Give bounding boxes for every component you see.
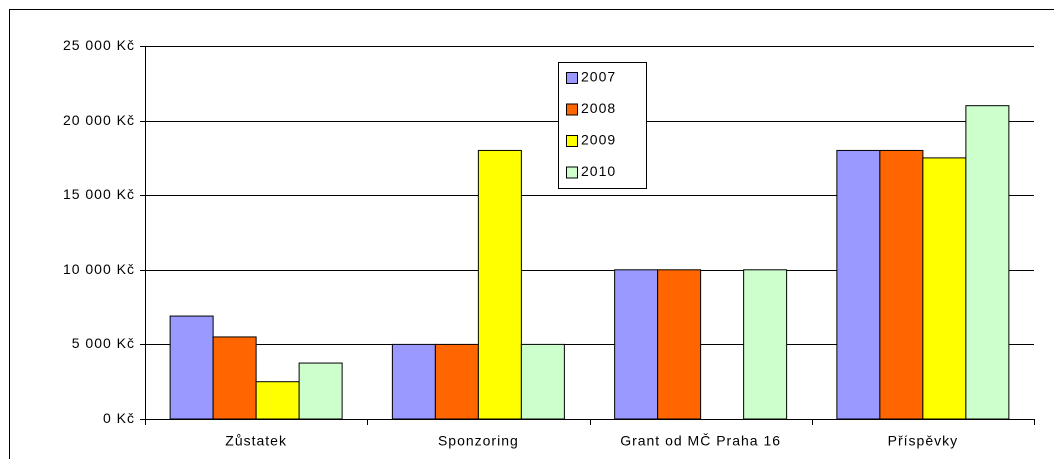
legend-swatch bbox=[566, 72, 578, 84]
bar bbox=[434, 343, 479, 420]
bar bbox=[520, 343, 565, 420]
bar bbox=[922, 157, 967, 420]
bar bbox=[212, 336, 257, 420]
y-tick-label: 25 000 Kč bbox=[63, 37, 135, 53]
legend-label: 2008 bbox=[581, 100, 616, 116]
x-tick-label: Příspěvky bbox=[888, 433, 958, 449]
bar bbox=[836, 149, 881, 420]
bar bbox=[391, 343, 436, 420]
y-tick-label: 20 000 Kč bbox=[63, 112, 135, 128]
y-tick-label: 5 000 Kč bbox=[72, 335, 135, 351]
bar bbox=[255, 381, 300, 420]
bar bbox=[879, 149, 924, 420]
x-tick-label: Sponzoring bbox=[438, 433, 519, 449]
x-tick-label: Grant od MČ Praha 16 bbox=[620, 433, 781, 449]
bar bbox=[965, 105, 1010, 420]
legend-label: 2010 bbox=[581, 163, 616, 179]
y-tick-label: 0 Kč bbox=[103, 410, 135, 426]
bar bbox=[743, 269, 788, 420]
legend-swatch bbox=[566, 166, 578, 179]
bar bbox=[298, 362, 343, 420]
bar bbox=[477, 149, 522, 420]
legend-label: 2009 bbox=[581, 132, 616, 148]
x-tick-label: Zůstatek bbox=[225, 433, 287, 449]
legend-label: 2007 bbox=[581, 69, 616, 85]
y-tick-label: 10 000 Kč bbox=[63, 261, 135, 277]
bar bbox=[657, 269, 702, 420]
legend-swatch bbox=[566, 103, 578, 116]
y-tick-label: 15 000 Kč bbox=[63, 186, 135, 202]
chart-frame bbox=[9, 9, 1054, 459]
bar bbox=[169, 315, 214, 420]
legend-swatch bbox=[566, 135, 578, 147]
bar bbox=[614, 269, 659, 420]
